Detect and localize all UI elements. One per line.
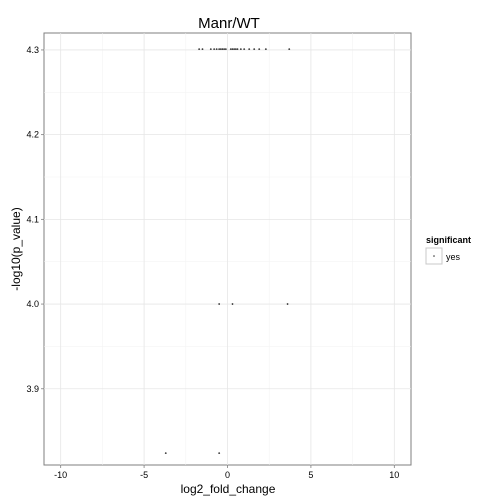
legend: significant yes bbox=[425, 235, 471, 265]
grid-lines bbox=[44, 33, 411, 465]
data-point bbox=[221, 48, 224, 50]
data-point bbox=[218, 303, 221, 305]
y-tick-label: 4.1 bbox=[26, 214, 39, 224]
x-tick-label: 10 bbox=[389, 470, 399, 480]
data-point bbox=[253, 48, 256, 50]
data-point bbox=[264, 48, 267, 50]
data-point bbox=[198, 48, 201, 50]
data-points bbox=[164, 48, 291, 455]
x-axis: -10 -5 0 5 10 bbox=[54, 465, 399, 480]
x-axis-title: log2_fold_change bbox=[181, 482, 276, 496]
data-point bbox=[286, 303, 289, 305]
y-axis: 3.9 4.0 4.1 4.2 4.3 bbox=[26, 45, 44, 394]
data-point bbox=[229, 48, 232, 50]
data-point bbox=[231, 48, 234, 50]
data-point bbox=[243, 48, 246, 50]
data-point bbox=[239, 48, 242, 50]
data-point bbox=[233, 48, 236, 50]
data-point bbox=[215, 48, 218, 50]
chart-title: Manr/WT bbox=[198, 15, 260, 32]
y-axis-title: -log10(p_value) bbox=[9, 207, 23, 290]
legend-title: significant bbox=[426, 235, 471, 245]
x-tick-label: 5 bbox=[308, 470, 313, 480]
y-tick-label: 3.9 bbox=[26, 384, 39, 394]
x-tick-label: -5 bbox=[140, 470, 148, 480]
y-tick-label: 4.2 bbox=[26, 130, 39, 140]
data-point bbox=[218, 48, 221, 50]
data-point bbox=[164, 452, 167, 455]
data-point bbox=[201, 48, 204, 50]
data-point bbox=[213, 48, 216, 50]
x-tick-label: -10 bbox=[54, 470, 67, 480]
data-point bbox=[248, 48, 251, 50]
data-point bbox=[223, 48, 226, 50]
y-tick-label: 4.0 bbox=[26, 299, 39, 309]
data-point bbox=[231, 303, 234, 305]
data-point bbox=[209, 48, 212, 50]
legend-label-yes: yes bbox=[446, 252, 461, 262]
data-point bbox=[224, 48, 227, 50]
legend-key-point bbox=[433, 255, 435, 257]
data-point bbox=[288, 48, 291, 50]
x-tick-label: 0 bbox=[225, 470, 230, 480]
data-point bbox=[258, 48, 261, 50]
data-point bbox=[234, 48, 237, 50]
data-point bbox=[236, 48, 239, 50]
data-point bbox=[219, 48, 222, 50]
data-point bbox=[218, 452, 221, 455]
y-tick-label: 4.3 bbox=[26, 45, 39, 55]
